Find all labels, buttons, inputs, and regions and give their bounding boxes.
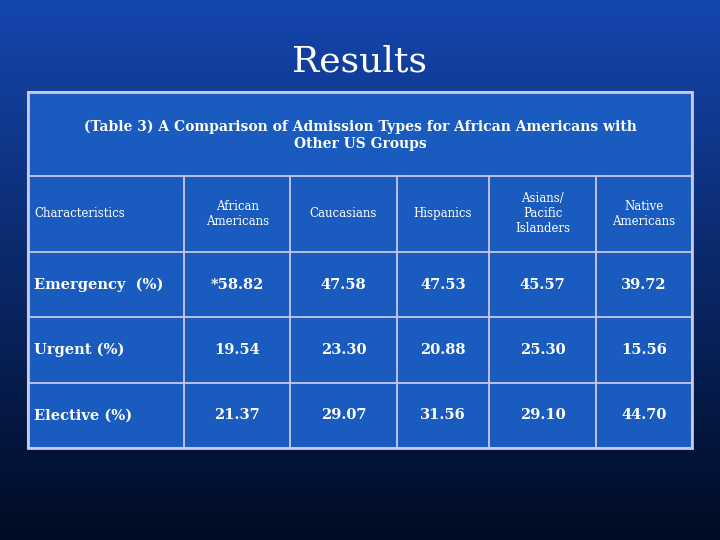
Bar: [28, 92, 692, 448]
Text: Emergency  (%): Emergency (%): [34, 278, 163, 292]
Text: African
Americans: African Americans: [206, 200, 269, 228]
Text: Caucasians: Caucasians: [310, 207, 377, 220]
Text: 31.56: 31.56: [420, 408, 466, 422]
Text: 47.58: 47.58: [320, 278, 366, 292]
Text: Hispanics: Hispanics: [414, 207, 472, 220]
Text: Native
Americans: Native Americans: [612, 200, 675, 228]
Text: 19.54: 19.54: [215, 343, 260, 357]
Text: 44.70: 44.70: [621, 408, 667, 422]
Text: 25.30: 25.30: [520, 343, 565, 357]
Text: Urgent (%): Urgent (%): [34, 343, 125, 357]
Text: Elective (%): Elective (%): [34, 408, 132, 422]
Text: Characteristics: Characteristics: [34, 207, 125, 220]
Text: 29.07: 29.07: [320, 408, 366, 422]
Text: Other US Groups: Other US Groups: [294, 137, 426, 151]
Text: 21.37: 21.37: [215, 408, 260, 422]
Text: *58.82: *58.82: [210, 278, 264, 292]
Text: Asians/
Pacific
Islanders: Asians/ Pacific Islanders: [515, 192, 570, 235]
Text: 15.56: 15.56: [621, 343, 667, 357]
Text: (Table 3) A Comparison of Admission Types for African Americans with: (Table 3) A Comparison of Admission Type…: [84, 120, 636, 134]
Text: 47.53: 47.53: [420, 278, 466, 292]
Text: 20.88: 20.88: [420, 343, 466, 357]
Text: Results: Results: [292, 45, 428, 79]
Bar: [28, 92, 692, 448]
Text: 23.30: 23.30: [320, 343, 366, 357]
Text: 39.72: 39.72: [621, 278, 667, 292]
Text: 45.57: 45.57: [520, 278, 565, 292]
Text: 29.10: 29.10: [520, 408, 565, 422]
